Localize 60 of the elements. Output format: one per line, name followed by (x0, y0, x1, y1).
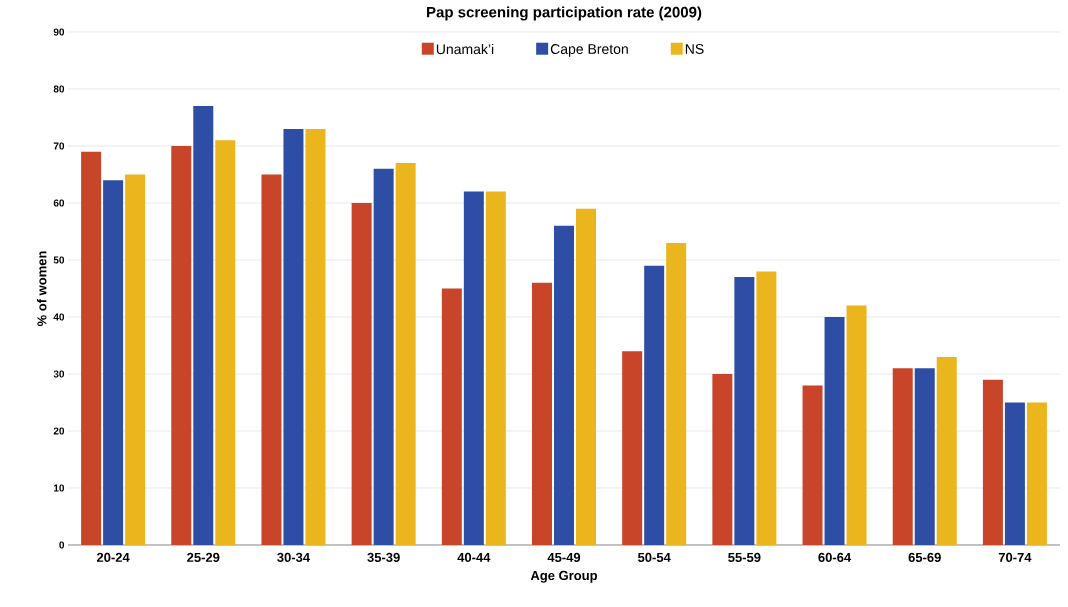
x-tick-label: 45-49 (547, 552, 581, 562)
bar (351, 202, 372, 545)
y-tick-label: 10 (53, 484, 65, 492)
x-tick-label: 25-29 (187, 552, 220, 562)
bar (666, 242, 687, 545)
y-tick-label: 60 (53, 199, 65, 207)
x-tick-label: 50-54 (637, 552, 671, 562)
y-tick-label: 30 (53, 370, 65, 378)
bar (395, 163, 416, 545)
legend-label: NS (685, 44, 704, 54)
bar (846, 305, 867, 545)
bar (554, 225, 575, 545)
bar (125, 174, 146, 545)
bar (441, 288, 462, 545)
bar (305, 128, 326, 545)
y-tick-label: 50 (53, 256, 65, 264)
bar (914, 368, 935, 545)
legend-label: Cape Breton (550, 44, 628, 57)
bar (103, 180, 124, 545)
bar (463, 191, 484, 545)
x-tick-label: 65-69 (908, 552, 941, 562)
bar (193, 106, 214, 545)
bar (622, 351, 643, 545)
bar (802, 385, 823, 545)
bar (936, 356, 957, 545)
x-tick-label: 20-24 (96, 552, 130, 562)
x-tick-label: 40-44 (457, 552, 491, 562)
y-tick-label: 80 (53, 85, 65, 93)
bar (485, 191, 506, 545)
y-tick-label: 0 (59, 541, 65, 549)
bar (171, 146, 192, 545)
bar (1026, 402, 1047, 545)
bar (734, 277, 755, 545)
bar (712, 373, 733, 545)
x-tick-label: 35-39 (367, 552, 400, 562)
x-tick-label: 55-59 (728, 552, 761, 562)
y-tick-label: 20 (53, 427, 65, 435)
y-axis-title: % of women (36, 251, 47, 327)
bar (81, 151, 102, 545)
x-tick-label: 60-64 (818, 552, 852, 562)
bar (1004, 402, 1025, 545)
bar (892, 368, 913, 545)
bar (261, 174, 282, 545)
y-tick-label: 90 (53, 28, 65, 36)
bar (576, 208, 597, 545)
y-tick-label: 40 (53, 313, 65, 321)
y-tick-label: 70 (53, 142, 65, 150)
bar (283, 128, 304, 545)
bar (215, 140, 236, 545)
chart-title: Pap screening participation rate (2009) (427, 6, 702, 21)
legend-label: Unamak’i (436, 43, 494, 55)
bar (532, 282, 553, 545)
bar (644, 265, 665, 545)
bar (373, 168, 394, 545)
x-tick-label: 70-74 (998, 552, 1032, 562)
x-axis-title: Age Group (530, 570, 598, 583)
x-tick-label: 30-34 (277, 552, 311, 562)
bar (982, 379, 1003, 545)
bar (756, 271, 777, 545)
bar (824, 316, 845, 545)
